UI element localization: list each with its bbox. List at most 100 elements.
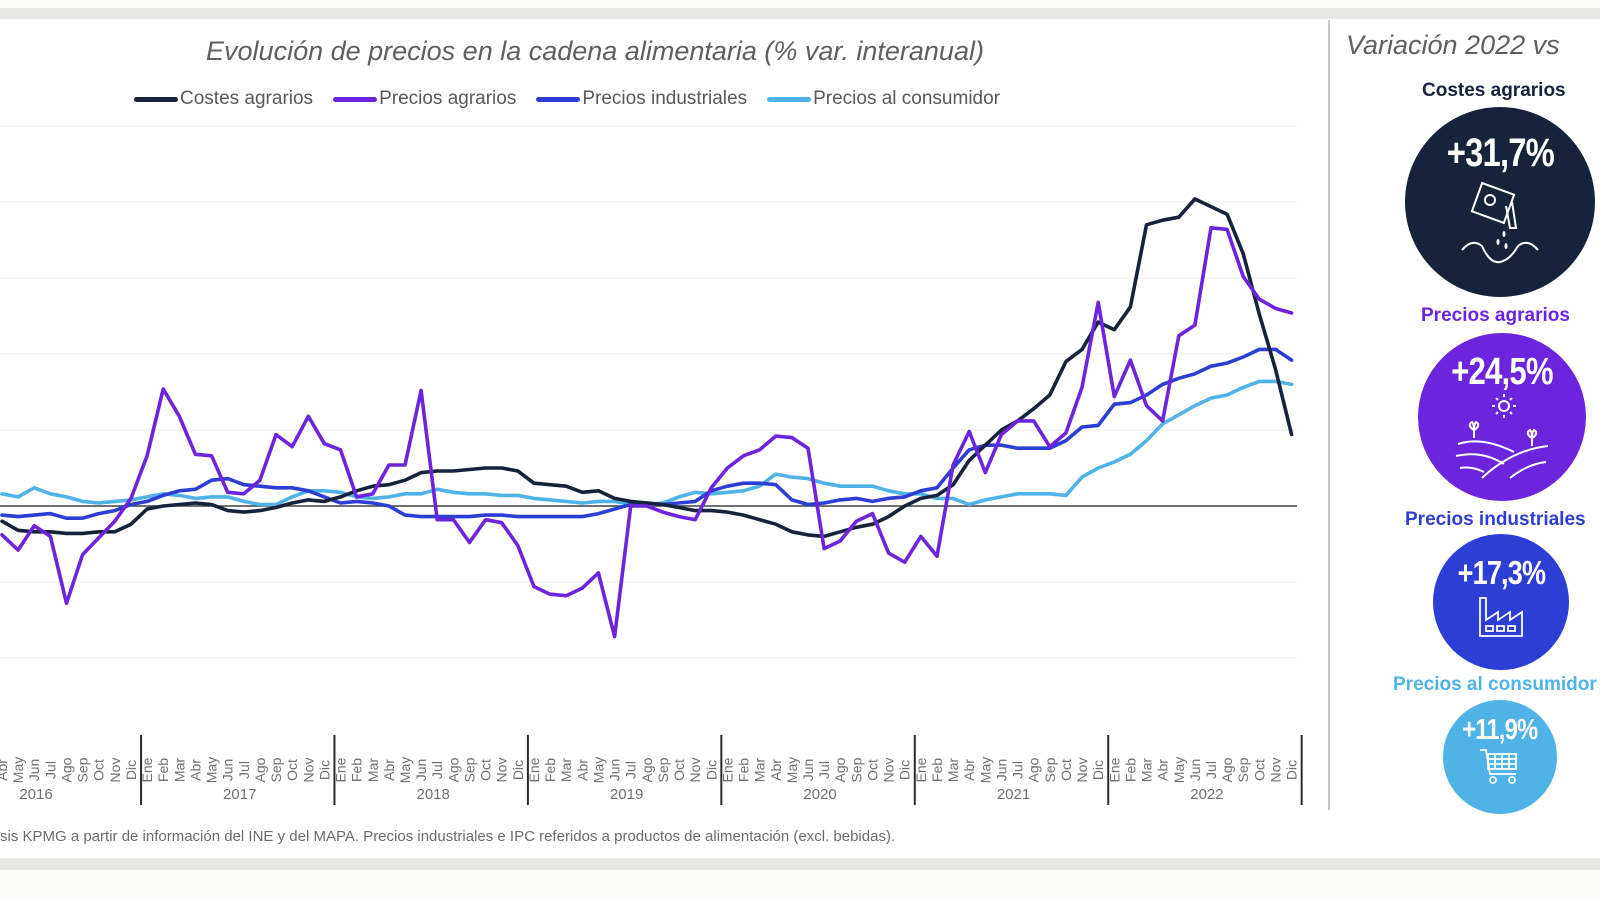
kpi-value: +11,9% (1462, 714, 1538, 746)
legend-swatch (333, 96, 378, 102)
x-year-label: 2021 (997, 786, 1030, 803)
x-tick-label: Dic (1090, 760, 1106, 780)
x-tick-label: Sep (655, 757, 671, 782)
x-tick-label: Abr (1155, 759, 1171, 781)
kpi-circle-precios-industriales: +17,3% (1433, 534, 1569, 670)
x-tick-label: Jun (800, 759, 816, 782)
x-axis: Abr May Jun Jul Ago Sep Oct Nov Dic Ene Feb Mar Abr M… (0, 735, 1303, 805)
legend-label: Costes agrarios (180, 88, 314, 109)
x-tick-label: Feb (542, 758, 558, 782)
legend-item-precios-industriales: Precios industriales (536, 88, 747, 110)
x-tick-label: Ene (1106, 757, 1122, 782)
x-tick-label: Ago (252, 757, 268, 782)
shopping-cart-icon (1480, 749, 1517, 784)
x-tick-label: May (784, 757, 800, 783)
x-tick-label: Jun (607, 759, 623, 782)
series-line-precios-agrarios (0, 226, 1294, 639)
x-tick-label: Ene (913, 757, 929, 782)
legend-swatch (134, 96, 178, 102)
legend-item-precios-agrarios: Precios agrarios (333, 88, 516, 110)
x-tick-label: Ago (58, 757, 74, 782)
legend-label: Precios al consumidor (813, 88, 1001, 109)
x-tick-label: Feb (736, 758, 752, 782)
x-tick-label: Nov (1267, 758, 1283, 783)
x-tick-label: Ene (139, 757, 155, 782)
x-tick-label: Sep (848, 757, 864, 782)
series-lines (0, 197, 1294, 639)
x-tick-label: Sep (75, 757, 91, 782)
x-tick-label: Abr (0, 759, 10, 781)
x-tick-label: May (1171, 757, 1187, 783)
x-tick-label: Jun (1187, 759, 1203, 782)
bottom-frame-band (0, 870, 1600, 900)
kpi-value: +31,7% (1446, 131, 1554, 175)
chart-title: Evolución de precios en la cadena alimen… (206, 36, 984, 66)
legend-label: Precios agrarios (379, 88, 517, 109)
kpi-label-precios-consumidor: Precios al consumidor (1393, 674, 1597, 695)
x-tick-label: Feb (1122, 758, 1138, 782)
x-tick-label: Dic (316, 760, 332, 780)
x-tick-label: Nov (494, 758, 510, 783)
kpi-label-costes-agrarios: Costes agrarios (1422, 80, 1566, 101)
series-line-precios-industriales (0, 347, 1294, 521)
x-tick-label: Dic (897, 760, 913, 780)
series-line-precios-al-consumidor (0, 379, 1294, 507)
x-tick-label: May (10, 757, 26, 783)
top-frame-band (0, 0, 1600, 8)
x-tick-label: Mar (945, 758, 961, 782)
line-chart: Abr May Jun Jul Ago Sep Oct Nov Dic Ene Feb Mar Abr M… (0, 125, 1303, 805)
farm-field-icon (1455, 394, 1549, 479)
x-tick-label: Jul (623, 761, 639, 779)
x-tick-label: Jul (1010, 761, 1026, 779)
x-tick-label: Sep (461, 757, 477, 782)
x-tick-label: Nov (1074, 758, 1090, 783)
x-tick-label: Oct (478, 759, 494, 781)
gridlines (0, 125, 1297, 659)
x-tick-label: Ene (526, 757, 542, 782)
x-tick-label: Oct (864, 759, 880, 781)
x-tick-label: Jul (1203, 761, 1219, 779)
x-tick-label: Sep (1042, 757, 1058, 782)
x-tick-label: Mar (171, 758, 187, 782)
x-tick-label: Oct (1251, 759, 1267, 781)
x-tick-label: Ago (639, 757, 655, 782)
x-tick-label: Sep (1235, 757, 1251, 782)
x-tick-label: Dic (123, 760, 139, 780)
x-tick-label: Oct (1058, 759, 1074, 781)
x-tick-label: Oct (91, 759, 107, 781)
x-tick-label: Mar (752, 758, 768, 782)
x-tick-label: Mar (365, 758, 381, 782)
chart-legend: Costes agrarios Precios agrarios Precios… (134, 88, 1020, 110)
kpi-value: +17,3% (1457, 554, 1545, 591)
x-tick-label: Sep (268, 757, 284, 782)
kpi-circle-precios-agrarios: +24,5% (1418, 333, 1586, 501)
side-panel-title: Variación 2022 vs (1346, 30, 1560, 60)
kpi-label-precios-agrarios: Precios agrarios (1421, 305, 1570, 326)
x-tick-label: Mar (558, 758, 574, 782)
x-tick-label: Feb (349, 758, 365, 782)
x-year-label: 2017 (223, 786, 256, 803)
panel-divider (1328, 20, 1330, 810)
seed-bag-icon (1461, 181, 1539, 264)
top-frame-bar (0, 8, 1600, 19)
kpi-value: +24,5% (1451, 351, 1553, 393)
x-tick-label: Abr (187, 759, 203, 781)
x-tick-label: Nov (107, 758, 123, 783)
x-year-label: 2016 (19, 786, 52, 803)
x-tick-label: Ene (333, 757, 349, 782)
x-tick-label: May (204, 757, 220, 783)
kpi-circle-costes-agrarios: +31,7% (1405, 107, 1595, 297)
x-tick-label: Ago (445, 757, 461, 782)
legend-label: Precios industriales (582, 88, 748, 109)
x-tick-label: Jul (236, 761, 252, 779)
x-tick-label: Jun (413, 759, 429, 782)
x-tick-label: Oct (284, 759, 300, 781)
x-tick-label: Nov (687, 758, 703, 783)
x-tick-label: Jul (429, 761, 445, 779)
legend-swatch (536, 96, 581, 102)
x-tick-label: Nov (300, 758, 316, 783)
x-tick-label: Jul (42, 761, 58, 779)
factory-icon (1479, 597, 1523, 637)
x-tick-label: Mar (1139, 758, 1155, 782)
x-tick-label: May (397, 757, 413, 783)
